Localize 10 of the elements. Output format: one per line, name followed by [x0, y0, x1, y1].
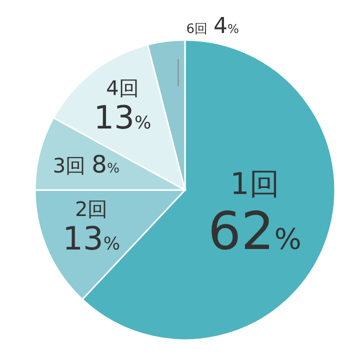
slice-label: 4回: [106, 76, 139, 100]
slice-label: 2回: [75, 197, 108, 222]
data-label: 4%: [213, 14, 239, 40]
slice-label: 1回: [230, 167, 280, 202]
data-label: 62%: [208, 202, 302, 262]
data-label: 8%: [92, 150, 120, 179]
data-label: 13%: [94, 98, 152, 137]
data-label: 13%: [62, 220, 120, 258]
slice-label: 6回: [186, 22, 208, 38]
slice-label: 3回: [52, 154, 86, 178]
